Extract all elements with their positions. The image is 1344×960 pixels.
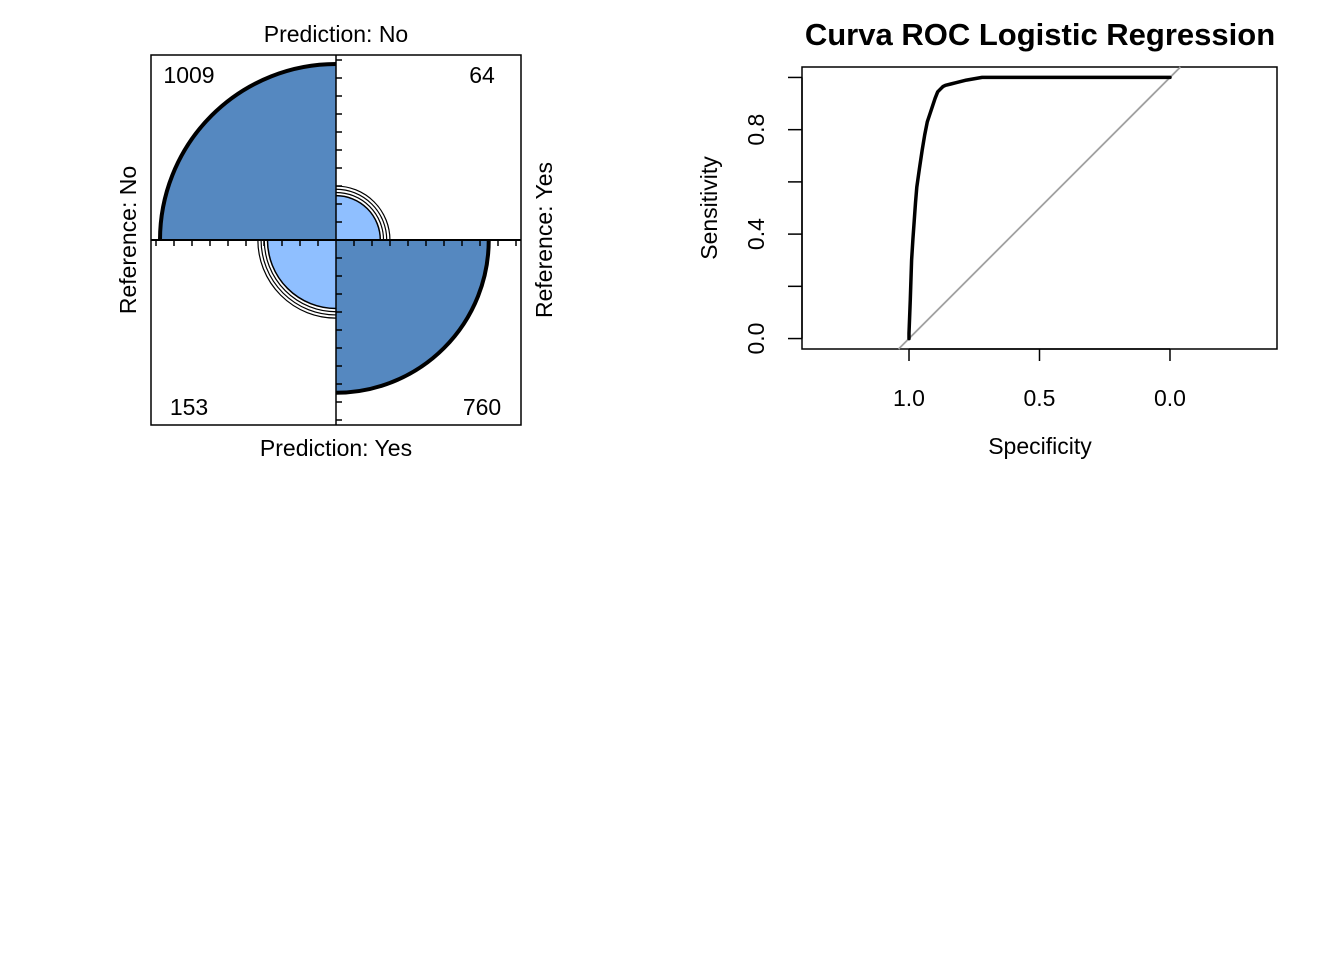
roc-curve (907, 75, 1172, 341)
cell-count-pred-no-ref-yes: 64 (469, 62, 495, 88)
roc-x-tick-label: 1.0 (893, 385, 925, 411)
fourfold-plot: Prediction: No Prediction: Yes Reference… (115, 21, 557, 461)
quarter-outline-pred-no-ref-yes (335, 194, 382, 241)
quarter-outline-pred-yes-ref-no (266, 239, 337, 310)
cell-count-pred-yes-ref-no: 153 (170, 394, 208, 420)
roc-y-tick-label: 0.4 (743, 218, 769, 250)
confidence-ring-pred-no-ref-yes (335, 185, 391, 241)
roc-series-line (907, 75, 1172, 341)
quarter-pred-no-ref-yes (336, 195, 381, 240)
quarter-outline-pred-no-ref-no (158, 62, 337, 241)
fourfold-top-label: Prediction: No (264, 21, 408, 47)
quarter-pred-yes-ref-yes (336, 240, 489, 393)
roc-x-tick-label: 0.5 (1024, 385, 1056, 411)
fourfold-bottom-label: Prediction: Yes (260, 435, 412, 461)
roc-title: Curva ROC Logistic Regression (805, 17, 1275, 52)
confidence-ring-pred-yes-ref-no (257, 239, 337, 319)
fourfold-axis-ticks (155, 59, 517, 421)
roc-y-tick-label: 0.0 (743, 323, 769, 355)
confidence-ring-pred-no-ref-yes (335, 191, 385, 241)
roc-x-axis: 1.0 0.5 0.0 (893, 348, 1186, 411)
fourfold-left-label: Reference: No (115, 166, 141, 314)
roc-x-axis-title: Specificity (988, 433, 1092, 459)
quarter-pred-no-ref-no (160, 64, 336, 240)
roc-y-tick-label: 0.8 (743, 114, 769, 146)
quarter-pred-yes-ref-no (267, 240, 336, 309)
cell-count-pred-yes-ref-yes: 760 (463, 394, 501, 420)
confidence-ring-pred-no-ref-yes (335, 188, 388, 241)
fourfold-confidence-rings (257, 185, 391, 319)
confidence-ring-pred-yes-ref-no (260, 239, 337, 316)
roc-plot: Curva ROC Logistic Regression 1.0 0.5 0.0 … (696, 17, 1278, 459)
quarter-outline-pred-yes-ref-yes (335, 239, 491, 395)
cell-count-pred-no-ref-no: 1009 (163, 62, 214, 88)
roc-chance-line (897, 66, 1182, 350)
roc-y-axis: 0.0 0.4 0.8 (743, 76, 803, 355)
roc-x-tick-label: 0.0 (1154, 385, 1186, 411)
fourfold-quarters (158, 62, 491, 395)
roc-reference-diagonal (897, 66, 1182, 350)
fourfold-right-label: Reference: Yes (531, 162, 557, 318)
roc-y-axis-title: Sensitivity (696, 156, 722, 260)
confidence-ring-pred-yes-ref-no (263, 239, 337, 313)
